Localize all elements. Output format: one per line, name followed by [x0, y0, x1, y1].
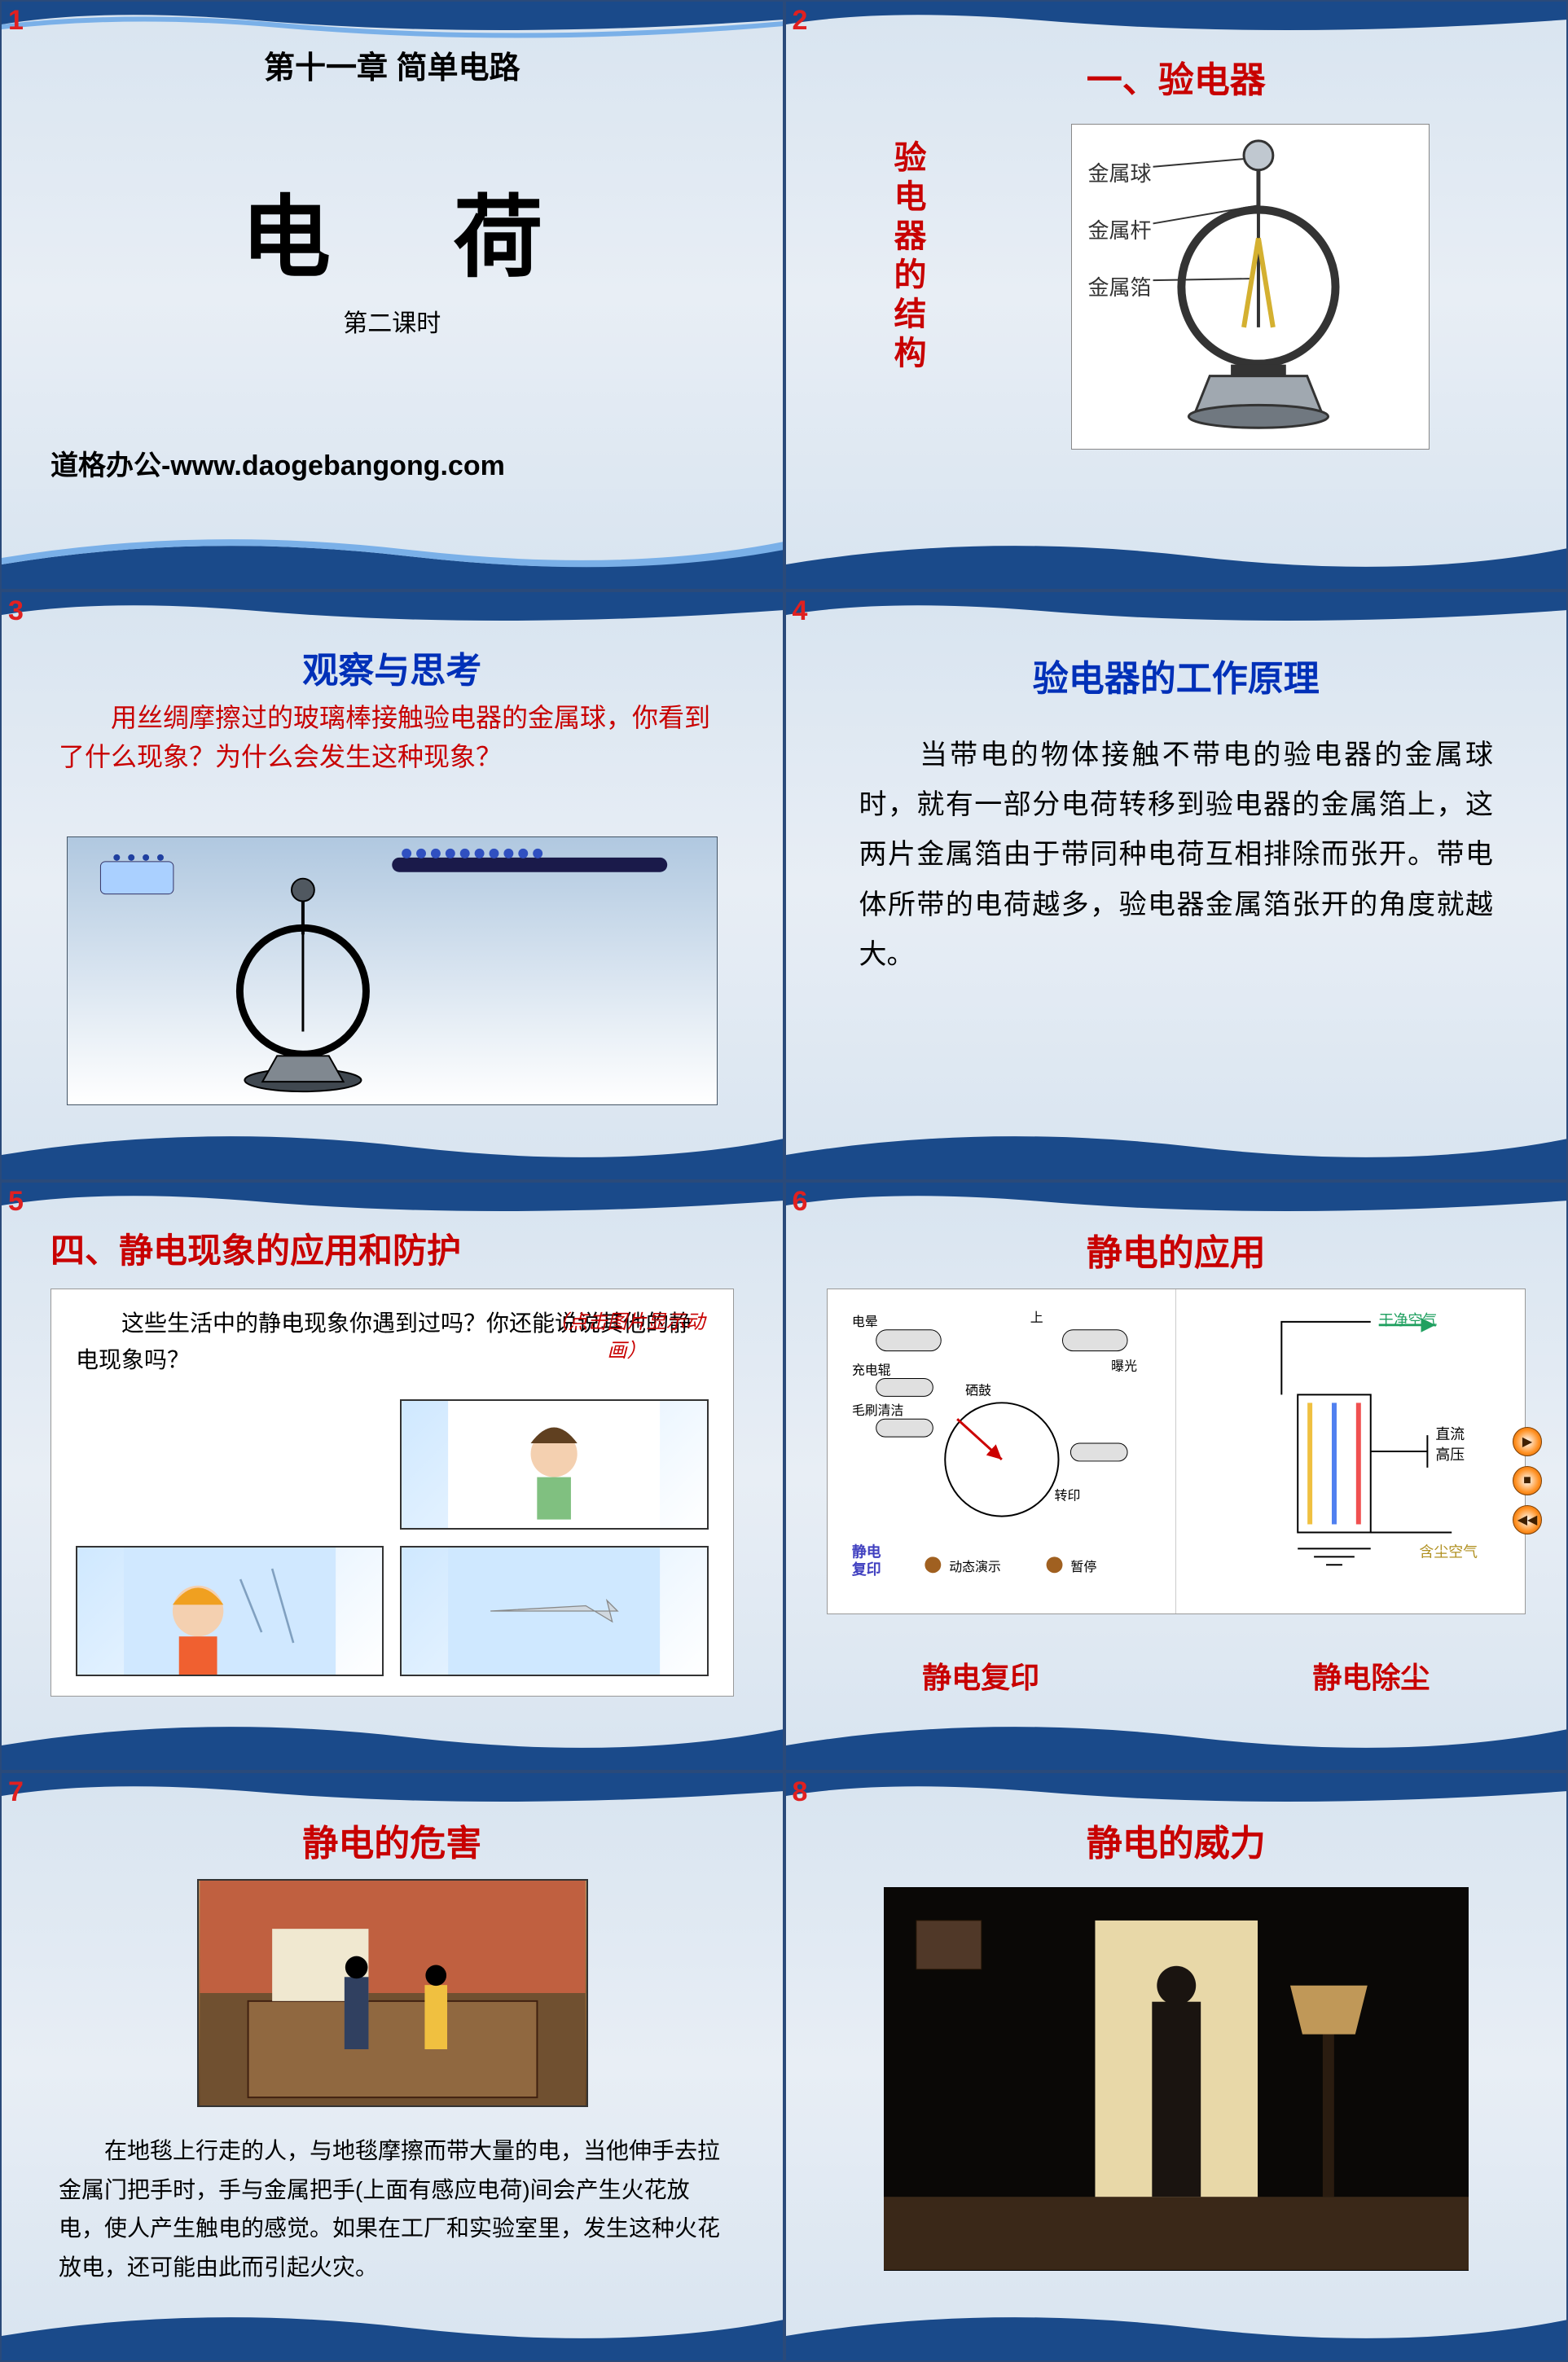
dust-diagram: 干净空气 直流 高压 含尘空气 — [1176, 1289, 1525, 1613]
stop-button[interactable]: ■ — [1513, 1466, 1542, 1495]
curve-decor-bottom — [2, 516, 784, 589]
svg-text:暂停: 暂停 — [1070, 1560, 1096, 1574]
caption-right: 静电除尘 — [1176, 1654, 1566, 1697]
rewind-button[interactable]: ◀◀ — [1513, 1505, 1542, 1534]
body-text: 用丝绸摩擦过的玻璃棒接触验电器的金属球，你看到了什么现象？为什么会发生这种现象？ — [59, 698, 726, 776]
copier-diagram: 静电 复印 动态演示 暂停 转印 上 曝光 电晕 充电辊 硒鼓 毛刷清洁 — [828, 1289, 1177, 1613]
slide-7: 7 静电的危害 在地毯上行走的人，与地毯摩擦而带大量的电，当他伸手去拉金属门把手… — [0, 1772, 784, 2362]
slide-title: 一、验电器 — [786, 50, 1567, 103]
content-box: 这些生活中的静电现象你遇到过吗？你还能说说其他的静电现象吗？ （点击图片显示动画… — [51, 1289, 734, 1697]
slide-1: 1 第十一章 简单电路 电 荷 第二课时 道格办公-www.daogebango… — [0, 0, 784, 590]
play-button[interactable]: ▶ — [1513, 1427, 1542, 1456]
diagram-box: 静电 复印 动态演示 暂停 转印 上 曝光 电晕 充电辊 硒鼓 毛刷清洁 — [827, 1289, 1526, 1614]
svg-text:静电: 静电 — [851, 1543, 881, 1560]
body-text: 当带电的物体接触不带电的验电器的金属球时，就有一部分电荷转移到验电器的金属箔上，… — [859, 731, 1494, 980]
main-title: 电 荷 — [2, 165, 783, 295]
hazard-image — [197, 1879, 588, 2107]
svg-text:硒鼓: 硒鼓 — [965, 1383, 991, 1398]
curve-decor-bottom — [2, 1697, 784, 1770]
caption-left: 静电复印 — [786, 1654, 1176, 1697]
slide-4: 4 验电器的工作原理 当带电的物体接触不带电的验电器的金属球时，就有一部分电荷转… — [784, 590, 1568, 1181]
media-controls: ▶ ■ ◀◀ — [1513, 1427, 1542, 1534]
curve-decor-top — [786, 592, 1568, 641]
slide-number: 3 — [8, 595, 24, 627]
label-foil: 金属箔 — [1088, 271, 1152, 301]
electroscope-diagram: 金属球 金属杆 金属箔 — [1071, 124, 1430, 450]
slide-number: 1 — [8, 5, 24, 37]
slide-title: 静电的危害 — [2, 1814, 783, 1866]
chapter-heading: 第十一章 简单电路 — [2, 42, 783, 87]
svg-text:动态演示: 动态演示 — [949, 1560, 1001, 1574]
slide-title: 观察与思考 — [2, 641, 783, 693]
curve-decor-bottom — [786, 516, 1568, 589]
curve-decor-bottom — [2, 2287, 784, 2360]
curve-decor-bottom — [786, 2287, 1568, 2360]
slide-6: 6 静电的应用 静电 复印 动态演示 — [784, 1181, 1568, 1772]
electroscope-demo — [68, 837, 717, 1104]
slide-5: 5 四、静电现象的应用和防护 这些生活中的静电现象你遇到过吗？你还能说说其他的静… — [0, 1181, 784, 1772]
body-text: 在地毯上行走的人，与地毯摩擦而带大量的电，当他伸手去拉金属门把手时，手与金属把手… — [59, 2132, 726, 2286]
hint-text: （点击图片显示动画） — [546, 1306, 709, 1363]
curve-decor-top — [786, 2, 1568, 50]
svg-text:上: 上 — [1030, 1311, 1043, 1325]
label-rod: 金属杆 — [1088, 214, 1152, 244]
static-image-1[interactable] — [400, 1399, 708, 1530]
slide-number: 7 — [8, 1776, 24, 1808]
slide-title: 静电的应用 — [786, 1223, 1567, 1275]
slide-title: 验电器的工作原理 — [786, 649, 1567, 701]
curve-decor-bottom — [2, 1106, 784, 1179]
svg-text:高压: 高压 — [1436, 1447, 1465, 1463]
label-ball: 金属球 — [1088, 157, 1152, 187]
image-grid — [76, 1399, 709, 1676]
slide-number: 2 — [793, 5, 808, 37]
static-image-3[interactable] — [400, 1546, 708, 1676]
slide-3: 3 观察与思考 用丝绸摩擦过的玻璃棒接触验电器的金属球，你看到了什么现象？为什么… — [0, 590, 784, 1181]
slide-title: 四、静电现象的应用和防护 — [51, 1223, 461, 1273]
svg-text:曝光: 曝光 — [1111, 1359, 1137, 1374]
video-frame[interactable] — [884, 1887, 1469, 2271]
footer-link[interactable]: 道格办公-www.daogebangong.com — [51, 443, 505, 483]
slide-title: 静电的威力 — [786, 1814, 1567, 1866]
svg-text:充电辊: 充电辊 — [851, 1363, 890, 1377]
slide-number: 4 — [793, 595, 808, 627]
svg-text:复印: 复印 — [850, 1561, 881, 1578]
vertical-label: 验电器的结构 — [884, 140, 931, 375]
slide-grid: 1 第十一章 简单电路 电 荷 第二课时 道格办公-www.daogebango… — [0, 0, 1568, 2362]
slide-number: 8 — [793, 1776, 808, 1808]
curve-decor-bottom — [786, 1697, 1568, 1770]
svg-text:转印: 转印 — [1054, 1489, 1080, 1504]
slide-number: 6 — [793, 1186, 808, 1218]
curve-decor-top — [2, 592, 784, 641]
slide-8: 8 静电的威力 — [784, 1772, 1568, 2362]
svg-text:毛刷清洁: 毛刷清洁 — [851, 1403, 903, 1418]
slide-2: 2 一、验电器 验电器的结构 金属球 金属杆 金属箔 — [784, 0, 1568, 590]
experiment-image[interactable] — [67, 836, 718, 1105]
svg-text:直流: 直流 — [1436, 1426, 1465, 1442]
svg-text:电晕: 电晕 — [851, 1315, 877, 1329]
subtitle: 第二课时 — [2, 303, 783, 339]
curve-decor-bottom — [786, 1106, 1568, 1179]
svg-text:含尘空气: 含尘空气 — [1420, 1543, 1478, 1560]
slide-number: 5 — [8, 1186, 24, 1218]
static-image-2[interactable] — [76, 1546, 384, 1676]
